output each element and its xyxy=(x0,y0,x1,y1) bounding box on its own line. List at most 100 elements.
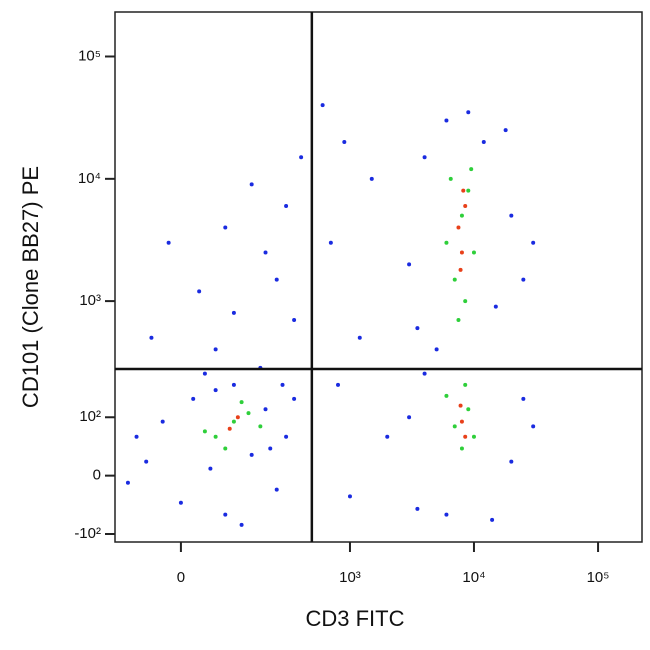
event-point xyxy=(493,304,498,309)
event-point xyxy=(459,419,464,424)
event-point xyxy=(274,487,279,492)
y-tick-label: -10² xyxy=(74,525,101,542)
plot-frame xyxy=(114,11,643,543)
event-point xyxy=(284,203,289,208)
event-point xyxy=(469,167,474,172)
y-tick-label: 10³ xyxy=(79,292,101,309)
x-tick-label: 10⁵ xyxy=(587,569,610,586)
event-point xyxy=(459,213,464,218)
event-point xyxy=(320,103,325,108)
event-point xyxy=(235,415,240,420)
y-tick-label: 0 xyxy=(93,467,101,484)
event-point xyxy=(213,434,218,439)
event-point xyxy=(444,240,449,245)
event-point xyxy=(223,225,228,230)
event-point xyxy=(134,434,139,439)
event-point xyxy=(268,446,273,451)
event-point xyxy=(422,155,427,160)
event-point xyxy=(444,393,449,398)
event-point xyxy=(463,382,468,387)
event-point xyxy=(208,466,213,471)
event-point xyxy=(466,188,471,193)
event-point xyxy=(292,317,297,322)
event-point xyxy=(466,407,471,412)
event-point xyxy=(422,371,427,376)
event-point xyxy=(463,434,468,439)
x-tick-label: 0 xyxy=(177,569,185,586)
event-point xyxy=(444,118,449,123)
event-point xyxy=(463,299,468,304)
x-axis-title: CD3 FITC xyxy=(306,606,405,631)
event-point xyxy=(509,213,514,218)
event-point xyxy=(459,446,464,451)
event-point xyxy=(231,419,236,424)
event-point xyxy=(191,396,196,401)
event-point xyxy=(471,250,476,255)
event-point xyxy=(299,155,304,160)
event-point xyxy=(444,512,449,517)
event-point xyxy=(249,452,254,457)
event-point xyxy=(280,382,285,387)
event-point xyxy=(458,267,463,272)
event-point xyxy=(407,415,412,420)
event-point xyxy=(407,262,412,267)
event-point xyxy=(448,176,453,181)
x-tick-label: 10³ xyxy=(339,569,361,586)
event-point xyxy=(239,400,244,405)
event-point xyxy=(336,382,341,387)
event-point xyxy=(415,506,420,511)
event-point xyxy=(521,277,526,282)
event-point xyxy=(456,317,461,322)
event-point xyxy=(144,459,149,464)
x-tick-label: 10⁴ xyxy=(462,569,485,586)
event-point xyxy=(202,429,207,434)
event-point xyxy=(357,335,362,340)
y-tick-label: 10⁵ xyxy=(78,47,101,64)
event-point xyxy=(481,140,486,145)
event-point xyxy=(531,424,536,429)
event-point xyxy=(503,128,508,133)
event-point xyxy=(249,182,254,187)
event-point xyxy=(466,110,471,115)
event-point xyxy=(452,424,457,429)
event-point xyxy=(509,459,514,464)
event-point xyxy=(490,517,495,522)
event-point xyxy=(223,446,228,451)
y-axis-title: CD101 (Clone BB27) PE xyxy=(18,166,43,408)
event-point xyxy=(246,411,251,416)
event-point xyxy=(239,522,244,527)
event-point xyxy=(521,396,526,401)
event-point xyxy=(452,277,457,282)
event-point xyxy=(258,424,263,429)
event-point xyxy=(531,240,536,245)
event-point xyxy=(471,434,476,439)
event-point xyxy=(415,326,420,331)
event-point xyxy=(369,176,374,181)
event-point xyxy=(231,310,236,315)
event-point xyxy=(263,407,268,412)
event-point xyxy=(459,250,464,255)
event-point xyxy=(385,434,390,439)
event-point xyxy=(160,419,165,424)
event-point xyxy=(202,371,207,376)
event-point xyxy=(149,335,154,340)
event-point xyxy=(463,203,468,208)
y-tick-label: 10⁴ xyxy=(78,170,101,187)
y-tick-label: 10² xyxy=(79,408,101,425)
event-point xyxy=(213,347,218,352)
event-point xyxy=(178,500,183,505)
event-point xyxy=(166,240,171,245)
event-point xyxy=(125,480,130,485)
event-point xyxy=(458,403,463,408)
event-point xyxy=(342,140,347,145)
event-point xyxy=(223,512,228,517)
event-point xyxy=(197,289,202,294)
event-point xyxy=(213,388,218,393)
event-point xyxy=(263,250,268,255)
event-point xyxy=(231,382,236,387)
event-point xyxy=(274,277,279,282)
event-point xyxy=(292,396,297,401)
event-point xyxy=(328,240,333,245)
event-point xyxy=(227,426,232,431)
